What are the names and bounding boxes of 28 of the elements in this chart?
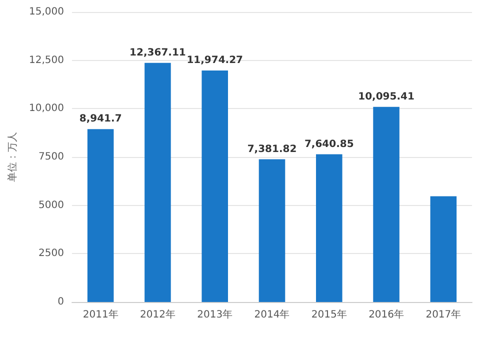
data-label: 7,640.85 [304,138,354,150]
x-tick-label: 2013年 [197,308,233,320]
bar [430,196,457,302]
y-tick-label: 10,000 [29,103,64,114]
y-tick-label: 12,500 [29,54,64,66]
data-label: 7,381.82 [247,144,297,155]
data-label: 12,367.11 [130,47,186,58]
y-axis-title: 单位：万人 [6,132,19,182]
bar [373,106,400,302]
bar [202,70,228,302]
y-tick-label: 15,000 [29,6,64,18]
x-tick-label: 2011年 [82,308,118,320]
y-tick-label: 7500 [38,152,64,162]
data-label: 11,974.27 [186,54,244,66]
x-tick-label: 2015年 [311,308,347,320]
bar [258,159,286,302]
x-tick-label: 2016年 [368,308,404,320]
y-tick-label: 5000 [38,200,64,211]
x-tick-label: 2014年 [254,308,290,320]
data-label: 8,941.7 [79,114,122,125]
x-tick-label: 2012年 [140,308,176,320]
bar [144,62,171,302]
bar [87,129,114,302]
bar [316,154,342,302]
y-tick-label: 0 [58,296,64,308]
data-label: 10,095.41 [358,91,414,102]
x-tick-label: 2017年 [426,308,462,320]
y-tick-label: 2500 [38,248,64,260]
